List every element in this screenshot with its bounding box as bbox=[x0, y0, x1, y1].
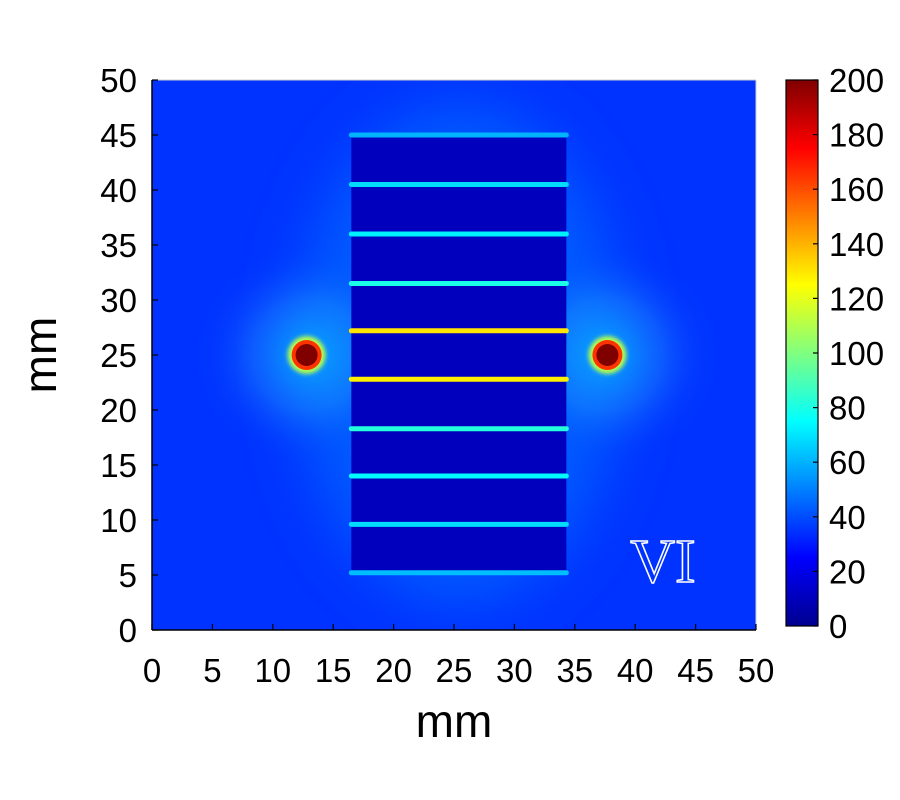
colorbar-tick-label-100: 100 bbox=[829, 335, 884, 372]
colorbar-tick-label-180: 180 bbox=[829, 117, 884, 154]
colorbar-tick-label-160: 160 bbox=[829, 171, 884, 208]
y-axis-label: mm bbox=[14, 317, 66, 394]
source-1 bbox=[295, 344, 318, 366]
x-axis-label: mm bbox=[416, 695, 493, 747]
y-tick-label-10: 10 bbox=[100, 502, 137, 539]
x-tick-label-15: 15 bbox=[315, 652, 352, 689]
x-tick-label-20: 20 bbox=[375, 652, 412, 689]
colorbar-tick-label-40: 40 bbox=[829, 499, 866, 536]
y-tick-label-50: 50 bbox=[100, 62, 137, 99]
x-tick-label-40: 40 bbox=[617, 652, 654, 689]
x-tick-label-35: 35 bbox=[556, 652, 593, 689]
y-tick-label-35: 35 bbox=[100, 227, 137, 264]
colorbar-tick-label-120: 120 bbox=[829, 280, 884, 317]
colorbar-tick-label-0: 0 bbox=[829, 608, 847, 645]
colorbar-tick-label-140: 140 bbox=[829, 226, 884, 263]
x-tick-label-30: 30 bbox=[496, 652, 533, 689]
x-tick-label-10: 10 bbox=[254, 652, 291, 689]
x-tick-label-45: 45 bbox=[677, 652, 714, 689]
y-tick-label-45: 45 bbox=[100, 117, 137, 154]
strip-gap-region bbox=[351, 135, 567, 573]
colorbar-tick-label-200: 200 bbox=[829, 62, 884, 99]
x-tick-label-5: 5 bbox=[203, 652, 221, 689]
x-tick-label-25: 25 bbox=[436, 652, 473, 689]
y-tick-label-30: 30 bbox=[100, 282, 137, 319]
colorbar-tick-label-20: 20 bbox=[829, 553, 866, 590]
y-tick-label-5: 5 bbox=[119, 557, 137, 594]
source-2 bbox=[596, 344, 619, 366]
colorbar-tick-label-80: 80 bbox=[829, 390, 866, 427]
y-tick-label-20: 20 bbox=[100, 392, 137, 429]
panel-label: VI bbox=[630, 528, 695, 596]
x-tick-label-0: 0 bbox=[143, 652, 161, 689]
y-tick-label-25: 25 bbox=[100, 337, 137, 374]
colorbar-tick-label-60: 60 bbox=[829, 444, 866, 481]
y-tick-label-40: 40 bbox=[100, 172, 137, 209]
y-tick-label-0: 0 bbox=[119, 612, 137, 649]
y-tick-label-15: 15 bbox=[100, 447, 137, 484]
x-tick-label-50: 50 bbox=[738, 652, 775, 689]
